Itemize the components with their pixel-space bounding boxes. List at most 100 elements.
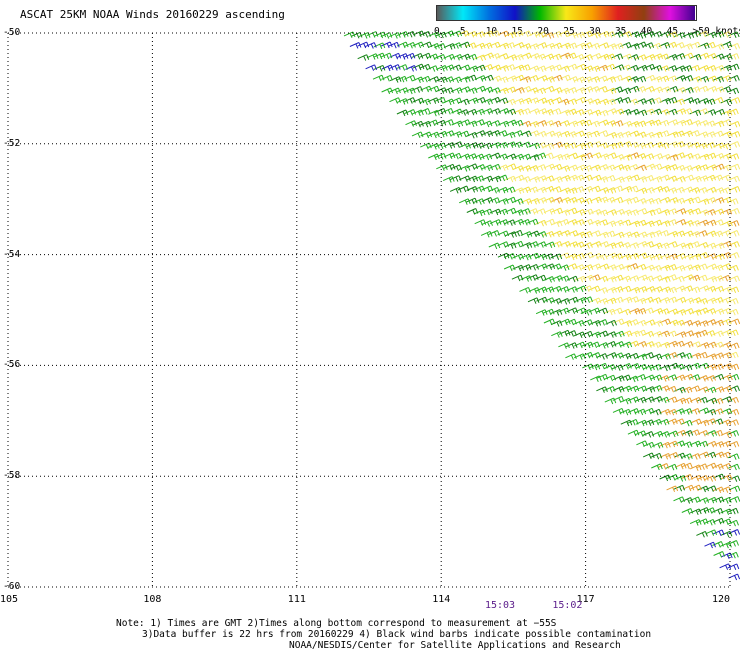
wind-barb bbox=[697, 308, 708, 314]
wind-barb bbox=[620, 65, 631, 71]
wind-barb bbox=[505, 32, 516, 38]
wind-barb bbox=[537, 76, 548, 82]
wind-barb bbox=[613, 242, 624, 248]
wind-barb bbox=[512, 275, 523, 281]
wind-barb bbox=[721, 241, 732, 247]
wind-barb bbox=[705, 153, 716, 159]
wind-barb bbox=[621, 420, 632, 426]
y-tick-label: -60 bbox=[3, 581, 20, 592]
wind-barb bbox=[412, 132, 423, 138]
wind-barb bbox=[559, 66, 570, 72]
wind-barb bbox=[605, 398, 616, 404]
wind-barb bbox=[727, 199, 738, 205]
wind-barb bbox=[689, 242, 700, 248]
wind-barb bbox=[720, 120, 731, 126]
wind-barb bbox=[551, 221, 562, 227]
wind-barb bbox=[573, 54, 584, 60]
wind-barb bbox=[727, 309, 738, 315]
wind-barb bbox=[674, 497, 685, 503]
wind-barb bbox=[728, 541, 739, 547]
wind-barb bbox=[504, 265, 515, 271]
wind-barb bbox=[390, 98, 401, 104]
wind-barb bbox=[674, 453, 685, 459]
wind-barb bbox=[520, 287, 531, 293]
wind-barb bbox=[559, 210, 570, 216]
wind-barb bbox=[512, 31, 523, 37]
wind-barb bbox=[651, 109, 662, 115]
wind-barb bbox=[681, 420, 692, 426]
x-tick-label: 120 bbox=[712, 594, 730, 605]
wind-barb bbox=[604, 99, 615, 105]
wind-barb bbox=[690, 332, 701, 338]
wind-barb bbox=[420, 143, 431, 149]
wind-barb bbox=[666, 176, 677, 182]
wind-barb bbox=[597, 288, 608, 294]
wind-barb bbox=[544, 298, 555, 304]
wind-barb bbox=[728, 520, 739, 526]
x-tick-label: 111 bbox=[288, 594, 306, 605]
wind-barb bbox=[652, 321, 663, 327]
note-line-3: NOAA/NESDIS/Center for Satellite Applica… bbox=[289, 640, 621, 651]
wind-barb bbox=[504, 132, 515, 138]
wind-barb bbox=[474, 210, 485, 216]
wind-barb bbox=[420, 99, 431, 105]
wind-barb bbox=[697, 330, 708, 336]
wind-barb bbox=[651, 464, 662, 470]
wind-barb bbox=[597, 374, 608, 380]
wind-barb bbox=[721, 553, 732, 559]
time-label: 15:03 bbox=[485, 600, 515, 611]
wind-barb bbox=[690, 520, 701, 526]
x-tick-label: 105 bbox=[0, 594, 18, 605]
wind-barb bbox=[551, 321, 562, 327]
wind-barb bbox=[497, 154, 508, 160]
wind-barb bbox=[443, 177, 454, 183]
wind-barb bbox=[621, 321, 632, 327]
wind-barb bbox=[597, 110, 608, 116]
wind-barb bbox=[644, 64, 655, 70]
wind-barb bbox=[512, 199, 523, 205]
wind-barb bbox=[706, 264, 717, 270]
wind-barb bbox=[643, 453, 654, 459]
wind-barb bbox=[598, 154, 609, 160]
wind-barb bbox=[697, 109, 708, 115]
wind-barb bbox=[635, 298, 646, 304]
wind-barb bbox=[682, 243, 693, 249]
wind-barb bbox=[551, 332, 562, 338]
wind-barb bbox=[650, 265, 661, 271]
wind-barb bbox=[406, 121, 417, 127]
wind-barb bbox=[466, 121, 477, 127]
wind-barb bbox=[450, 65, 461, 71]
wind-barb bbox=[558, 276, 569, 282]
wind-barb bbox=[388, 42, 399, 48]
wind-barb bbox=[620, 243, 631, 249]
x-tick-label: 108 bbox=[143, 594, 161, 605]
wind-barb bbox=[675, 332, 686, 338]
wind-barb bbox=[597, 177, 608, 183]
wind-barb bbox=[682, 431, 693, 437]
wind-barb bbox=[605, 243, 616, 249]
wind-barb bbox=[673, 276, 684, 282]
wind-barb bbox=[697, 441, 708, 447]
wind-barb bbox=[550, 264, 561, 270]
wind-barb bbox=[690, 176, 701, 182]
wind-barb bbox=[427, 66, 438, 72]
wind-barb bbox=[505, 243, 516, 249]
wind-barb bbox=[613, 408, 624, 414]
wind-barb bbox=[565, 143, 576, 149]
wind-barb bbox=[612, 275, 623, 281]
wind-barb bbox=[444, 44, 455, 50]
wind-barb bbox=[419, 109, 430, 115]
wind-barb bbox=[527, 75, 538, 81]
wind-barb bbox=[658, 376, 669, 382]
wind-barb bbox=[620, 398, 631, 404]
wind-barb bbox=[482, 87, 493, 93]
wind-barb bbox=[696, 531, 707, 537]
wind-barb bbox=[427, 54, 438, 60]
wind-barb bbox=[465, 75, 476, 81]
wind-barb bbox=[590, 376, 601, 382]
y-tick-label: -54 bbox=[3, 249, 20, 260]
wind-barb bbox=[727, 109, 738, 115]
wind-barb bbox=[704, 121, 715, 127]
wind-barb bbox=[459, 199, 470, 205]
